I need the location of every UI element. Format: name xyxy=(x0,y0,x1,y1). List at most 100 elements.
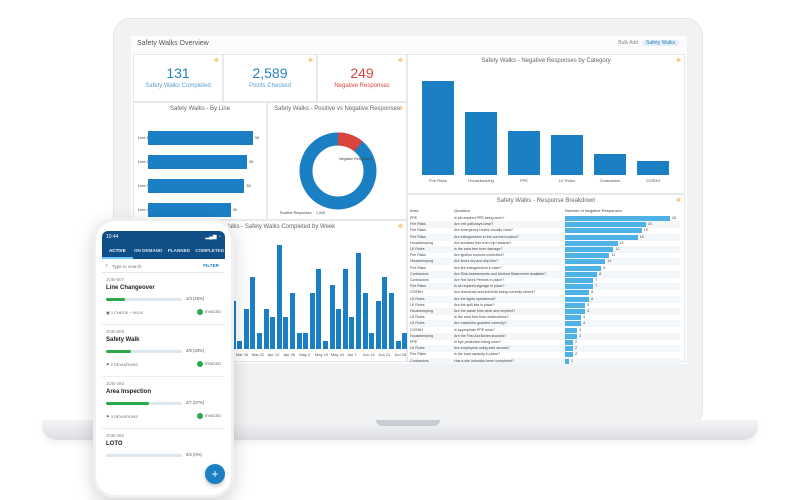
tab-planned[interactable]: PLANNED xyxy=(167,248,190,253)
bar xyxy=(637,160,669,175)
bar xyxy=(336,309,342,349)
job-meta: ⚑ 2 DEVIATIONS xyxy=(106,362,138,367)
bar-label: Line 2 xyxy=(138,159,149,164)
cell-bar xyxy=(565,284,594,290)
cell-area: LK Rules xyxy=(410,346,425,351)
col-question: Question xyxy=(454,208,471,213)
cell-question: Are ignition sources controlled? xyxy=(454,253,505,258)
table-row: Contractors Are Risk Assessments and Meth… xyxy=(410,270,680,278)
cell-bar xyxy=(565,358,570,364)
gear-icon[interactable]: ✲ xyxy=(397,224,403,230)
progress-track xyxy=(106,402,182,405)
table-row: LK Rules Are the spill kits in place? 5 xyxy=(410,302,680,309)
top-controls: Bulk Add Safety Walks xyxy=(618,40,679,46)
job-card[interactable]: JOB-493 Area Inspection 4/7 (57%) ⚑ 3 DE… xyxy=(102,377,225,429)
tab-on-demand[interactable]: ON DEMAND xyxy=(133,248,163,253)
laptop-notch xyxy=(376,420,440,426)
cell-value: 3 xyxy=(579,327,582,332)
cell-value: 18 xyxy=(639,234,644,239)
x-tick-label: Jun 28 xyxy=(394,352,407,357)
bar xyxy=(356,253,361,349)
cell-value: 26 xyxy=(672,216,676,220)
col-area: Area xyxy=(410,208,419,213)
bar xyxy=(283,317,289,349)
gear-icon[interactable]: ✲ xyxy=(213,58,219,64)
table-row: Housekeeping Are the First Aid Boxes stoc… xyxy=(410,332,680,340)
gear-icon[interactable]: ✲ xyxy=(675,198,681,204)
add-job-button[interactable]: + xyxy=(205,464,225,484)
table-breakdown: ✲ Safety Walks - Response Breakdown Area… xyxy=(407,194,685,364)
bar xyxy=(323,341,328,349)
table-row: LK Rules Are employees using safe access?… xyxy=(410,345,680,353)
search-input[interactable] xyxy=(112,262,192,270)
x-tick-label: COSHH xyxy=(645,178,661,183)
job-card[interactable]: JOB-492 LOTO 0/2 (0%) xyxy=(102,429,225,481)
gear-icon[interactable]: ✲ xyxy=(397,106,403,112)
cell-area: LK Rules xyxy=(410,315,425,320)
table-row: Contractors Are Hot Work Permits in place… xyxy=(410,277,680,284)
page-title: Safety Walks Overview xyxy=(137,40,209,47)
kpi-value: 2,589 xyxy=(252,65,288,81)
kpi-label: Negative Responses xyxy=(334,83,390,89)
cell-question: Is the area free from damage? xyxy=(454,247,503,251)
phone-screen: 10:44 ▂▄▆ ◔ ACTIVE ON DEMAND PLANNED COM… xyxy=(102,231,225,489)
tab-completed[interactable]: COMPLETED xyxy=(195,248,225,253)
x-tick-label: Jun 7 xyxy=(346,352,357,357)
kpi-negative: ✲ 249 Negative Responses xyxy=(317,54,407,102)
x-tick-label: May 3 xyxy=(299,352,311,357)
bar xyxy=(290,293,295,349)
sync-label: SYNCED xyxy=(204,309,221,315)
job-card[interactable]: JOB-507 Line Changeover 1/4 (25%) ▣ 1 CH… xyxy=(102,273,225,325)
kpi-label: Safety Walks Completed xyxy=(145,83,211,89)
cell-area: Housekeeping xyxy=(410,259,433,264)
gear-icon[interactable]: ✲ xyxy=(397,58,403,64)
kpi-points: ✲ 2,589 Points Checked xyxy=(223,54,317,102)
progress-track xyxy=(106,350,182,353)
kpi-value: 131 xyxy=(166,65,190,81)
cell-area: Contractors xyxy=(410,278,429,282)
cell-bar xyxy=(565,296,590,302)
gear-icon[interactable]: ✲ xyxy=(307,58,313,64)
cell-area: LK Rules xyxy=(410,296,425,301)
cell-question: Are the lights operational? xyxy=(454,296,496,301)
bar xyxy=(349,317,355,349)
progress-fill xyxy=(106,402,150,405)
progress-track xyxy=(106,454,182,457)
cell-question: Are emergency routes visually clear? xyxy=(454,228,513,233)
cell-bar xyxy=(565,240,618,246)
chart-title: Safety Walks - Positive vs Negative Resp… xyxy=(274,106,400,112)
bar xyxy=(148,179,245,193)
filter-button[interactable]: FILTER xyxy=(203,263,219,268)
sync-status: SYNCED xyxy=(197,361,221,367)
gear-icon[interactable]: ✲ xyxy=(675,58,681,64)
control-pill[interactable]: Safety Walks xyxy=(642,40,679,46)
cell-value: 19 xyxy=(643,228,648,233)
cell-question: Is all required signage in place? xyxy=(454,284,505,289)
bar xyxy=(369,333,375,349)
table-row: COSHH Are chemicals and solvents being co… xyxy=(410,289,680,296)
table-row: LK Rules Are machines guarded correctly? 4 xyxy=(410,320,680,328)
job-card[interactable]: JOB-506 Safety Walk 2/6 (33%) ⚑ 2 DEVIAT… xyxy=(102,325,225,377)
cell-value: 20 xyxy=(647,222,652,227)
control-label[interactable]: Bulk Add xyxy=(618,40,638,46)
donut-negative-label: Negative Responses xyxy=(339,157,373,161)
cell-question: Are surfaces free from trip hazards? xyxy=(454,240,512,245)
cell-bar xyxy=(565,321,582,327)
job-name: Safety Walk xyxy=(106,337,140,343)
bar xyxy=(316,269,322,349)
x-tick-label: May 10 xyxy=(315,352,329,357)
x-tick-label: Apr 12 xyxy=(267,352,280,357)
cell-question: Are Hot Work Permits in place? xyxy=(454,278,505,282)
bar-row: Line 4 30 xyxy=(138,203,268,217)
cell-bar xyxy=(565,346,574,352)
tab-active[interactable]: ACTIVE xyxy=(102,243,133,259)
table-row: Contractors Has a site induction been com… xyxy=(410,357,680,364)
cell-area: Fire Risks xyxy=(410,265,426,270)
table-row: PPE Is eye protection being worn? 2 xyxy=(410,339,680,346)
sync-label: SYNCED xyxy=(204,413,221,419)
cell-bar xyxy=(565,333,578,339)
bar xyxy=(250,277,256,349)
bar xyxy=(296,333,302,349)
cell-value: 2 xyxy=(575,340,578,344)
table-title: Safety Walks - Response Breakdown xyxy=(496,198,596,204)
